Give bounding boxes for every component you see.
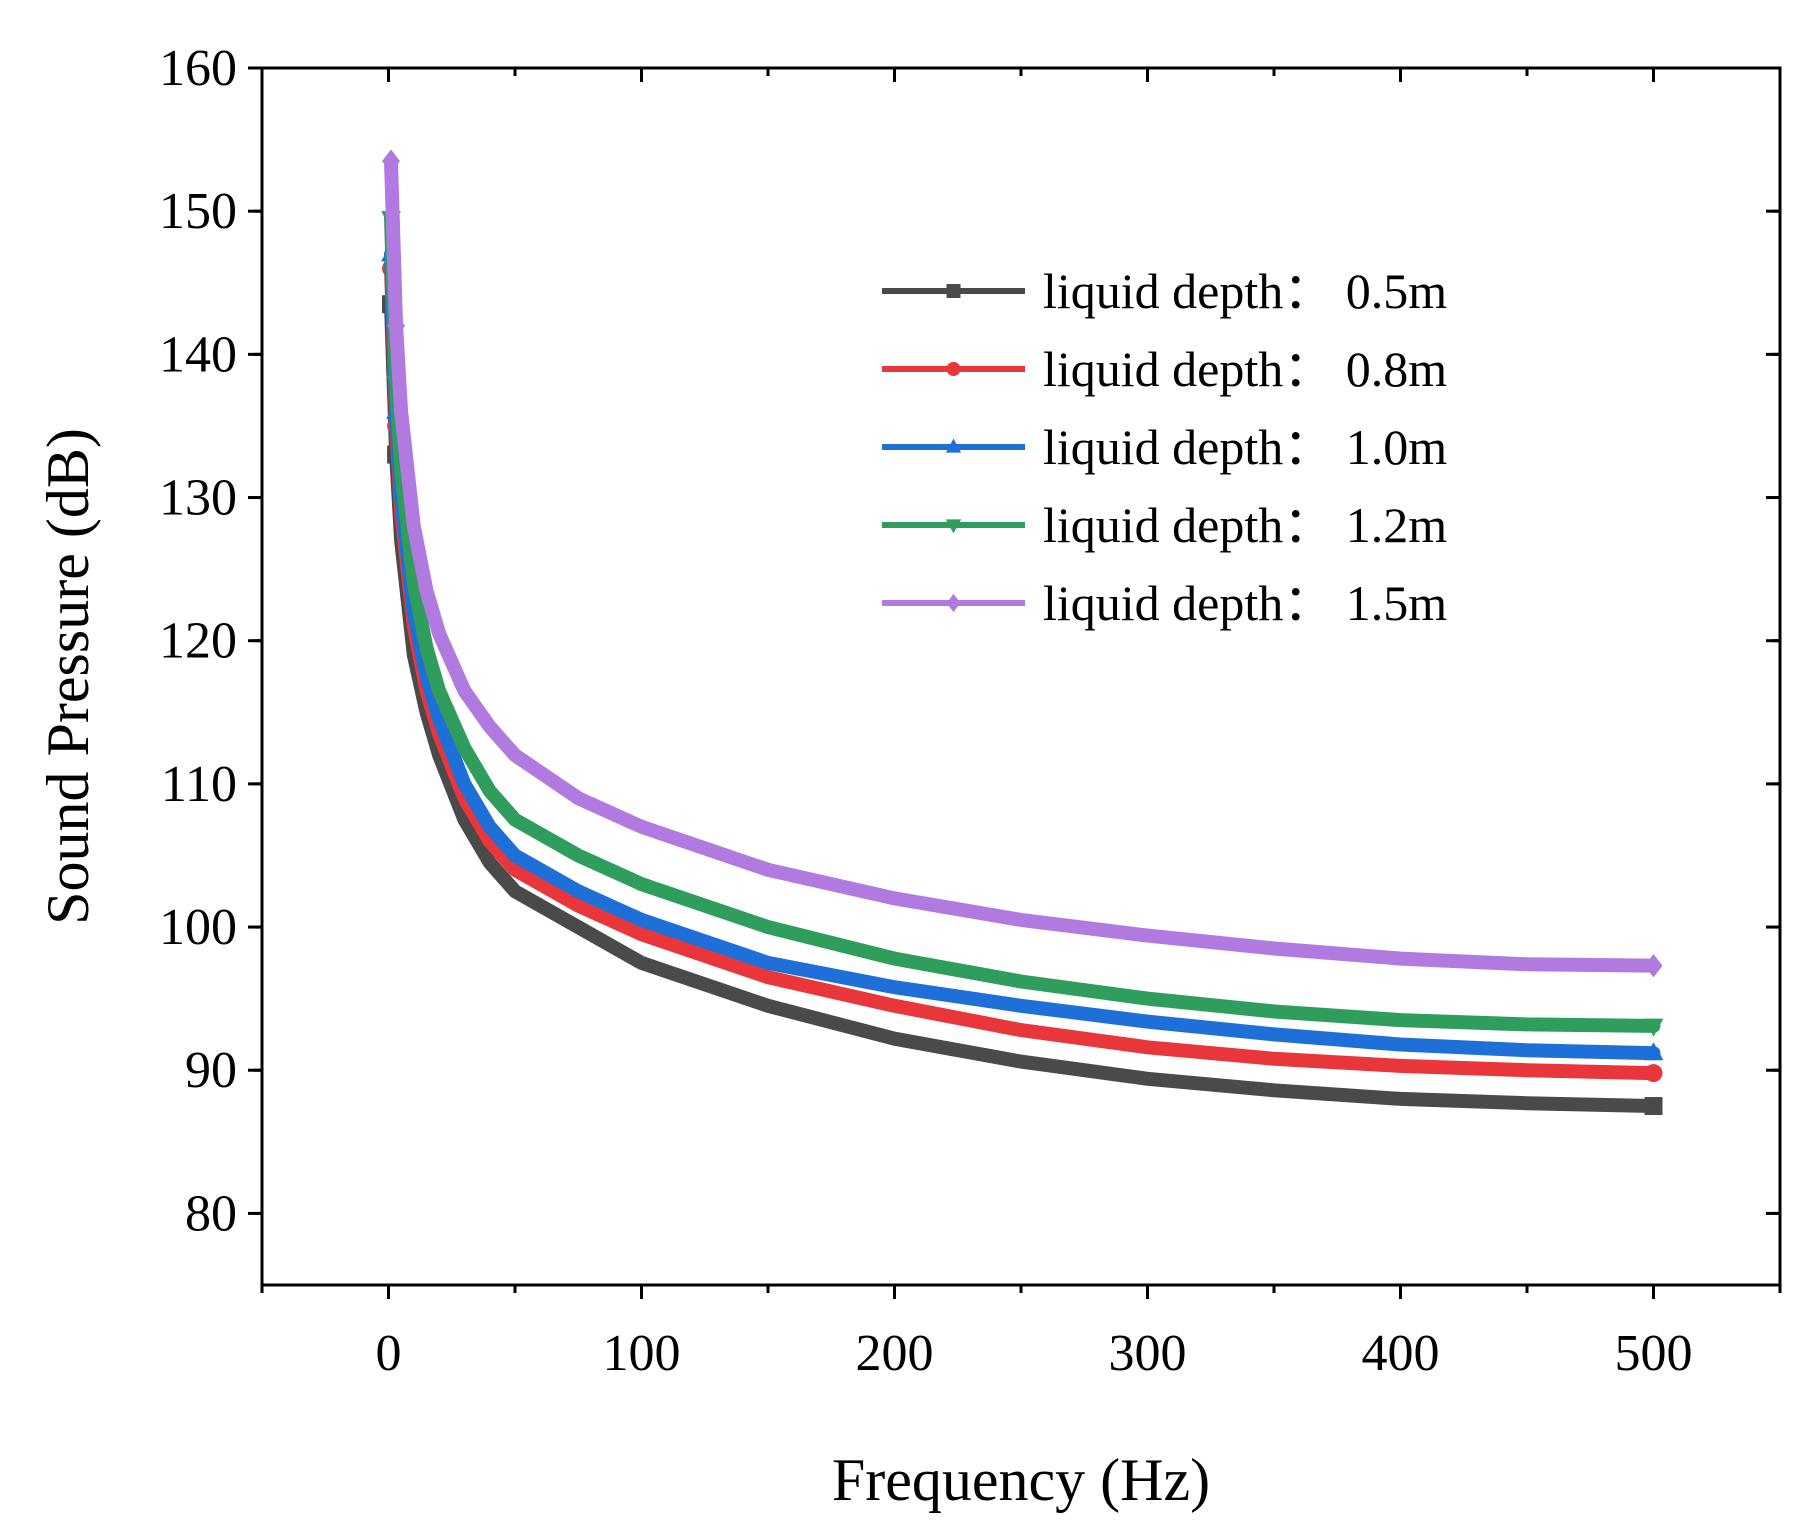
- legend-item: liquid depth： 1.5m: [882, 575, 1447, 631]
- legend-marker: [946, 362, 961, 376]
- y-axis-title: Sound Pressure (dB): [35, 428, 101, 925]
- series-3: [381, 243, 1664, 1061]
- y-tick-label: 130: [159, 470, 237, 527]
- legend-marker: [946, 593, 961, 613]
- legend-item: liquid depth： 0.5m: [882, 263, 1447, 319]
- legend-marker: [946, 284, 961, 298]
- legend-label: liquid depth： 0.5m: [1043, 263, 1447, 319]
- y-tick-labels: 80 90 100 110 120 130 140 150 160: [159, 40, 237, 1242]
- data-point: [387, 314, 406, 338]
- legend-item: liquid depth： 1.2m: [882, 497, 1447, 553]
- x-tick-label: 300: [1109, 1325, 1187, 1382]
- series-5: [382, 149, 1663, 978]
- data-point: [1644, 954, 1663, 978]
- data-point: [1644, 1064, 1663, 1083]
- x-tick-labels: 0 100 200 300 400 500: [376, 1325, 1693, 1382]
- legend-label: liquid depth： 0.8m: [1043, 341, 1447, 397]
- x-tick-label: 500: [1615, 1325, 1693, 1382]
- legend-item: liquid depth： 0.8m: [882, 341, 1447, 397]
- data-point: [1643, 1018, 1664, 1037]
- y-tick-label: 160: [159, 40, 237, 97]
- x-axis-title: Frequency (Hz): [832, 1447, 1210, 1513]
- data-point: [1643, 1042, 1664, 1061]
- plot-frame: [260, 66, 1782, 1287]
- y-tick-label: 80: [185, 1185, 237, 1242]
- legend: liquid depth： 0.5m liquid depth： 0.8m liqu…: [882, 263, 1447, 631]
- x-tick-label: 0: [376, 1325, 402, 1382]
- legend-label: liquid depth： 1.0m: [1043, 419, 1447, 475]
- y-tick-label: 100: [159, 899, 237, 956]
- x-tick-label: 200: [856, 1325, 934, 1382]
- y-tick-label: 90: [185, 1042, 237, 1099]
- series-1: [382, 295, 1663, 1116]
- y-tick-label: 120: [159, 613, 237, 670]
- legend-marker: [945, 438, 962, 453]
- tick-marks: [248, 66, 1782, 1299]
- data-point: [382, 149, 401, 173]
- x-tick-label: 100: [603, 1325, 681, 1382]
- series-4: [381, 211, 1664, 1037]
- legend-marker: [945, 519, 962, 534]
- y-tick-label: 140: [159, 326, 237, 383]
- y-tick-label: 150: [159, 183, 237, 240]
- y-tick-label: 110: [161, 756, 237, 813]
- series-line: [384, 154, 1661, 973]
- legend-item: liquid depth： 1.0m: [882, 419, 1447, 475]
- x-tick-label: 400: [1362, 1325, 1440, 1382]
- series-line: [384, 261, 1661, 1081]
- series-line: [384, 211, 1661, 1033]
- data-point: [1644, 1097, 1663, 1116]
- series-lines: [381, 149, 1664, 1116]
- legend-label: liquid depth： 1.5m: [1043, 575, 1447, 631]
- legend-label: liquid depth： 1.2m: [1043, 497, 1447, 553]
